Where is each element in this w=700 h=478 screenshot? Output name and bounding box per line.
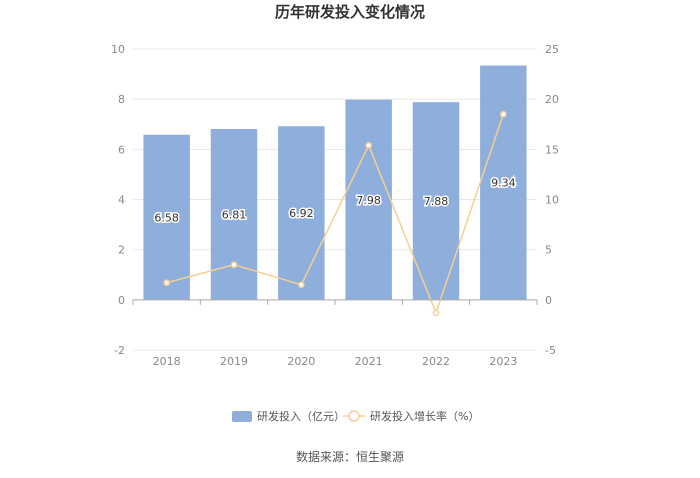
y-left-tick-label: 8 xyxy=(118,93,125,106)
x-tick-label: 2022 xyxy=(422,355,450,368)
y-left-tick-label: 6 xyxy=(118,143,125,156)
bar-2021[interactable] xyxy=(345,99,392,300)
legend-bar-swatch[interactable] xyxy=(232,411,252,422)
bar-value-label: 7.88 xyxy=(424,195,449,208)
x-tick-label: 2018 xyxy=(153,355,181,368)
legend-line-marker xyxy=(348,410,360,422)
growth-rate-point-2021[interactable] xyxy=(365,141,373,149)
y-right-tick-label: 15 xyxy=(545,143,559,156)
bar-value-label: 6.81 xyxy=(222,208,247,221)
growth-rate-point-2018[interactable] xyxy=(163,279,171,287)
bar-value-label: 7.98 xyxy=(356,194,381,207)
bar-2019[interactable] xyxy=(210,129,258,300)
bar-value-label: 9.34 xyxy=(491,177,516,190)
y-right-tick-label: 25 xyxy=(545,43,559,56)
x-tick-label: 2023 xyxy=(489,355,517,368)
x-tick-label: 2020 xyxy=(287,355,315,368)
growth-rate-point-2022[interactable] xyxy=(432,309,440,317)
y-right-tick-label: 10 xyxy=(545,194,559,207)
growth-rate-line xyxy=(166,113,505,316)
bar-2023[interactable] xyxy=(480,65,527,300)
x-tick-label: 2021 xyxy=(355,355,383,368)
y-left-tick-label: -2 xyxy=(114,344,125,357)
chart-title: 历年研发投入变化情况 xyxy=(275,3,425,21)
y-right-tick-label: 20 xyxy=(545,93,559,106)
y-left-tick-label: 10 xyxy=(111,43,125,56)
source-note: 数据来源：恒生聚源 xyxy=(296,449,404,464)
bar-value-label: 6.58 xyxy=(154,211,179,224)
legend: 研发投入（亿元） 研发投入增长率（%） xyxy=(232,409,479,423)
growth-rate-point-2019[interactable] xyxy=(230,261,238,269)
growth-rate-point-2023[interactable] xyxy=(499,110,507,118)
growth-rate-point-2020[interactable] xyxy=(297,281,305,289)
y-right-tick-label: 0 xyxy=(545,294,552,307)
y-right-tick-label: -5 xyxy=(545,344,556,357)
y-left-tick-label: 2 xyxy=(118,244,125,257)
y-left-tick-label: 0 xyxy=(118,294,125,307)
bar-2018[interactable] xyxy=(143,134,190,300)
y-right-tick-label: 5 xyxy=(545,244,552,257)
x-tick-label: 2019 xyxy=(220,355,248,368)
bar-2020[interactable] xyxy=(278,126,325,300)
legend-bar-label[interactable]: 研发投入（亿元） xyxy=(257,409,345,423)
bar-value-label: 6.92 xyxy=(289,207,314,220)
y-left-tick-label: 4 xyxy=(118,194,125,207)
legend-line-label[interactable]: 研发投入增长率（%） xyxy=(370,409,479,423)
